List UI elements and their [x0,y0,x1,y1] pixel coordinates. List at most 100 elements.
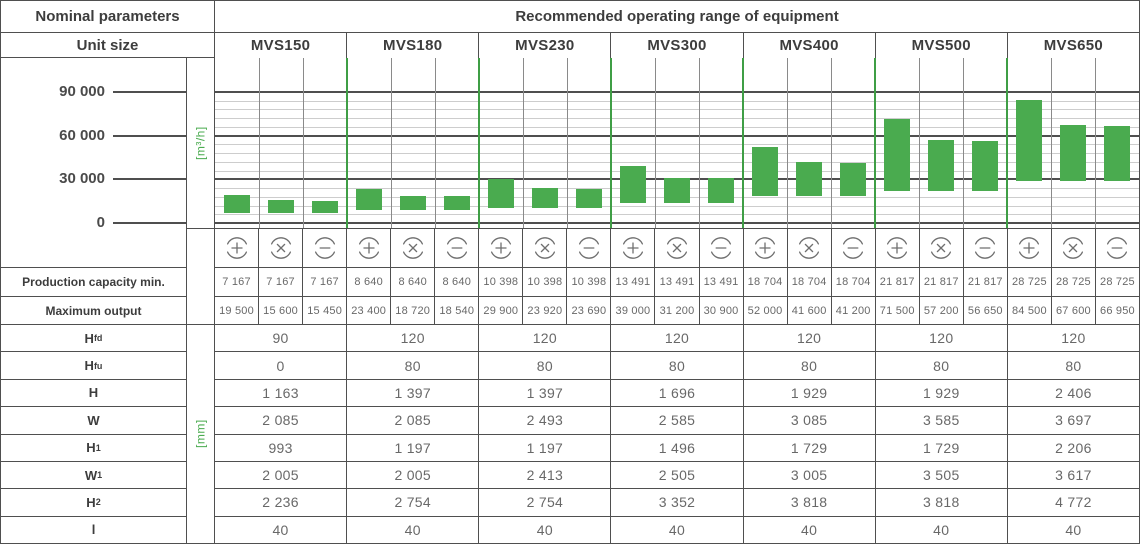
dimension-value: 1 696 [610,379,742,407]
range-bar-mvs300-cross [664,177,690,204]
capacity-min-value: 18 704 [747,276,783,288]
range-bar-mvs300-plus [620,166,646,204]
y-axis-tick-label: 90 000 [59,83,105,100]
mode-icon-band [1,228,1139,268]
dimension-value: 40 [610,516,742,543]
capacity-min-value: 13 491 [698,268,743,296]
capacity-min-value: 13 491 [615,276,651,288]
maximum-output-value: 71 500 [879,304,915,317]
value-group-mvs180: 23 400 18 720 18 540 [346,297,478,324]
range-bar-mvs400-plus [752,147,778,196]
value-group-mvs300: 39 000 31 200 30 900 [610,297,742,324]
gridline-minor [215,109,1139,111]
maximum-output-value: 56 650 [962,297,1007,324]
unit-header-mvs300: MVS300 [610,33,742,58]
maximum-output-value: 84 500 [1011,304,1047,317]
subcolumn-line [522,58,524,228]
maximum-output-label: Maximum output [45,303,142,318]
maximum-output-values: 19 500 15 600 15 450 23 400 18 720 18 540 29 9… [215,297,1139,324]
y-axis-tick-label: 0 [96,214,105,231]
dimension-value: 2 236 [262,494,299,511]
production-capacity-values: 7 167 7 167 7 167 8 640 8 640 8 640 10 398 10 3… [215,268,1139,297]
dimension-value: 3 585 [874,407,1007,434]
capacity-min-value: 7 167 [222,276,251,288]
capacity-min-value: 28 725 [1094,268,1139,296]
dimension-value: 80 [478,352,610,379]
dimension-label-w: W [1,406,186,433]
header-band: Nominal parameters Recommended operating… [1,1,1139,33]
subcolumn-line [567,58,568,228]
value-group-mvs500: 21 817 21 817 21 817 [874,268,1007,296]
value-group-mvs230: 10 398 10 398 10 398 [478,268,610,296]
maximum-output-value: 30 900 [698,297,743,324]
unit-separator-line [741,58,744,228]
dimension-value: 2 406 [1006,379,1139,407]
dimension-value: 2 505 [610,461,742,489]
dimension-value: 1 729 [874,434,1007,461]
gridline-major [215,222,1139,224]
dimension-value: 3 005 [742,461,875,489]
dimension-value: 2 585 [610,407,742,434]
dimension-value: 4 772 [1006,489,1139,516]
mode-group-mvs500 [874,229,1007,267]
range-bar-mvs400-minus [840,163,866,196]
capacity-min-value: 10 398 [522,268,566,296]
nominal-parameters-header: Nominal parameters [1,1,215,32]
dimension-value: 1 929 [742,379,875,407]
dimension-row-hfd: 90 120 120 120 120 120 120 [215,325,1139,352]
gridline-major [215,134,1139,137]
maximum-output-value: 18 720 [390,297,434,324]
unit-size-header: Unit size [1,33,215,58]
mm-unit-label: [mm] [193,419,208,449]
production-capacity-row: Production capacity min. 7 167 7 167 7 167… [1,268,1139,297]
dimension-value: 1 496 [610,434,742,461]
mode-group-mvs180 [346,229,478,267]
maximum-output-value: 52 000 [747,304,783,317]
plus-circle-icon [479,229,522,267]
gridline-minor [215,100,1139,102]
dimension-value: 40 [742,516,875,543]
capacity-min-value: 7 167 [258,268,302,296]
cross-circle-icon [522,229,566,267]
maximum-output-value: 39 000 [615,304,651,317]
dimension-value: 3 352 [610,489,742,516]
capacity-min-value: 10 398 [566,268,610,296]
range-bar-mvs150-cross [267,200,294,213]
unit-header-mvs230: MVS230 [478,33,610,58]
value-group-mvs150: 7 167 7 167 7 167 [215,268,346,296]
dimension-value: 2 413 [478,461,610,489]
value-group-mvs650: 84 500 67 600 66 950 [1006,297,1139,324]
dimension-value: 2 754 [346,489,478,516]
maximum-output-value: 18 540 [434,297,478,324]
dimension-value: 120 [478,325,610,352]
plus-circle-icon [611,229,654,267]
dimension-label-l: l [1,515,186,543]
subcolumn-line [699,58,700,228]
maximum-output-value: 23 690 [566,297,610,324]
range-bar-mvs150-minus [312,200,338,213]
value-group-mvs650: 28 725 28 725 28 725 [1006,268,1139,296]
range-bar-mvs650-minus [1104,125,1130,182]
maximum-output-value: 23 400 [351,304,387,317]
capacity-min-value: 7 167 [302,268,346,296]
dimension-value: 80 [346,352,478,379]
minus-circle-icon [1094,229,1139,267]
capacity-min-value: 21 817 [962,268,1007,296]
dimension-value: 40 [874,516,1007,543]
plus-circle-icon [744,229,787,267]
dimension-value: 3 818 [874,489,1007,516]
subcolumn-line [303,58,304,228]
unit-header-mvs400: MVS400 [742,33,875,58]
dimension-row-w: 2 085 2 085 2 493 2 585 3 085 3 585 3 697 [215,406,1139,434]
dimension-value: 2 085 [346,407,478,434]
dimension-value: 1 197 [346,434,478,461]
strip-spacer [186,228,215,268]
dimension-value: 2 754 [478,489,610,516]
subcolumn-line [787,58,788,228]
mode-group-mvs650 [1006,229,1139,267]
dimension-row-h2: 2 236 2 754 2 754 3 352 3 818 3 818 4 772 [215,488,1139,516]
subcolumn-line [1051,58,1052,228]
range-bar-mvs300-minus [708,178,734,204]
